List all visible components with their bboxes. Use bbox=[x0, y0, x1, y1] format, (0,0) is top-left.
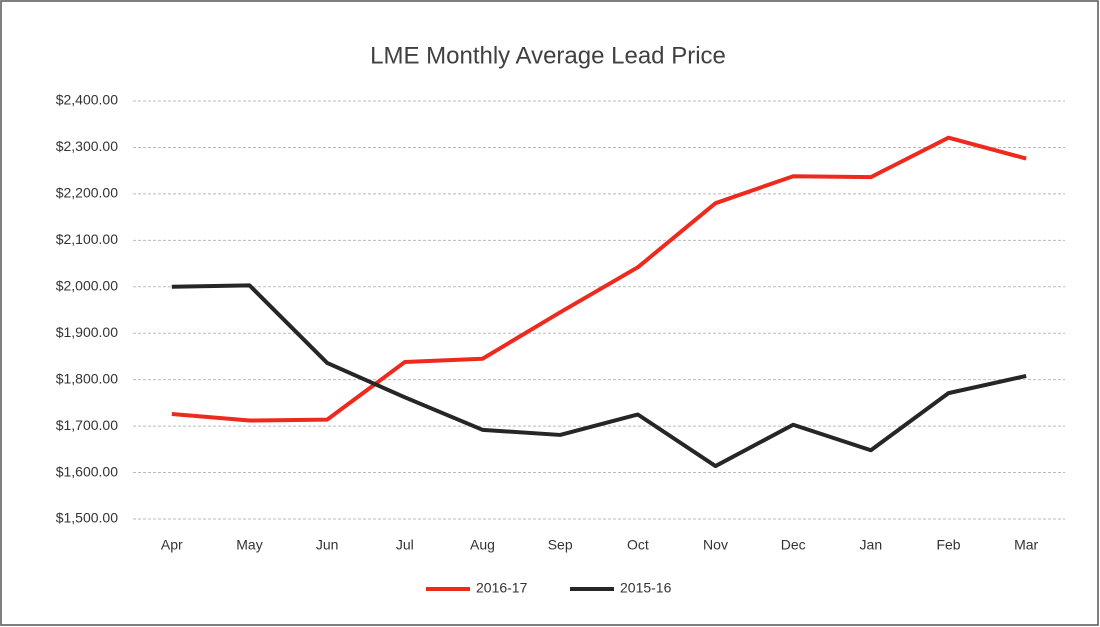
y-tick-label: $1,600.00 bbox=[56, 463, 118, 479]
x-tick-label: Feb bbox=[936, 537, 960, 553]
x-tick-label: Aug bbox=[470, 537, 495, 553]
x-tick-label: Oct bbox=[627, 537, 649, 553]
y-tick-label: $2,000.00 bbox=[56, 277, 118, 293]
y-tick-label: $1,700.00 bbox=[56, 417, 118, 433]
series-line bbox=[171, 135, 1027, 423]
y-tick-label: $2,200.00 bbox=[56, 185, 118, 201]
y-tick-label: $2,400.00 bbox=[56, 92, 118, 108]
legend-label: 2016-17 bbox=[476, 580, 528, 596]
x-tick-label: Jun bbox=[316, 537, 339, 553]
x-tick-label: Dec bbox=[781, 537, 806, 553]
y-tick-label: $2,100.00 bbox=[56, 231, 118, 247]
x-tick-label: Apr bbox=[161, 537, 183, 553]
y-tick-label: $1,500.00 bbox=[56, 510, 118, 526]
y-tick-label: $2,300.00 bbox=[56, 138, 118, 154]
legend-label: 2015-16 bbox=[620, 580, 672, 596]
x-tick-label: Jan bbox=[860, 537, 883, 553]
x-tick-label: Sep bbox=[548, 537, 573, 553]
x-tick-label: May bbox=[236, 537, 262, 553]
x-tick-label: Jul bbox=[396, 537, 414, 553]
x-tick-label: Nov bbox=[703, 537, 728, 553]
series-line bbox=[171, 283, 1027, 469]
chart-title: LME Monthly Average Lead Price bbox=[370, 42, 726, 69]
x-tick-label: Mar bbox=[1014, 537, 1038, 553]
y-tick-label: $1,900.00 bbox=[56, 324, 118, 340]
y-tick-label: $1,800.00 bbox=[56, 370, 118, 386]
